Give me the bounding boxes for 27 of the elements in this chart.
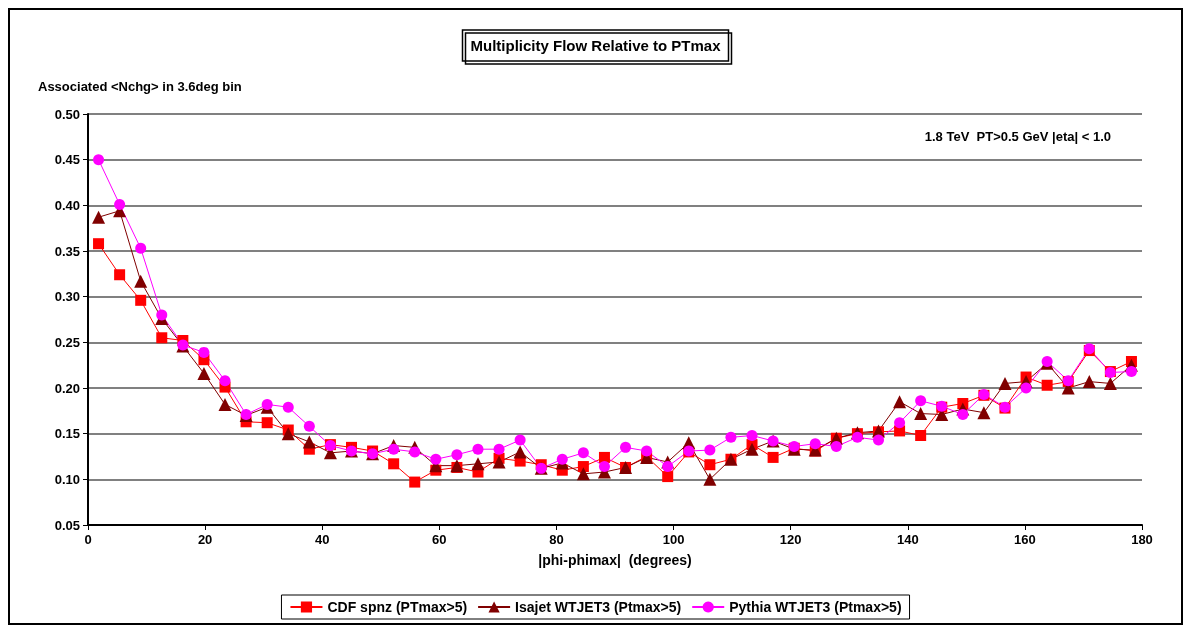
x-tick-label: 60 xyxy=(432,532,447,547)
x-tick-label: 180 xyxy=(1131,532,1153,547)
x-axis-title: |phi-phimax| (degrees) xyxy=(538,552,692,568)
chart-title: Multiplicity Flow Relative to PTmax xyxy=(470,37,722,54)
x-tick-label: 160 xyxy=(1014,532,1036,547)
y-tick-label: 0.05 xyxy=(54,517,80,533)
y-tick-label: 0.40 xyxy=(54,197,80,213)
annotation: 1.8 TeV PT>0.5 GeV |eta| < 1.0 xyxy=(924,129,1111,144)
y-tick-label: 0.50 xyxy=(54,106,80,122)
y-tick-label: 0.35 xyxy=(54,243,80,259)
y-tick-label: 0.15 xyxy=(54,426,80,442)
x-tick-label: 140 xyxy=(896,532,919,547)
y-tick-label: 0.30 xyxy=(54,289,80,305)
y-tick-label: 0.45 xyxy=(54,152,80,168)
y-tick-label: 0.20 xyxy=(54,380,80,396)
x-tick-label: 80 xyxy=(549,532,564,547)
legend-label: Pythia WTJET3 (Ptmax>5) xyxy=(729,599,902,615)
x-tick-label: 120 xyxy=(779,532,802,547)
legend-label: CDF spnz (PTmax>5) xyxy=(327,599,468,615)
legend-label: Isajet WTJET3 (Ptmax>5) xyxy=(515,599,682,615)
x-tick-label: 40 xyxy=(314,532,330,547)
y-tick-label: 0.10 xyxy=(54,471,80,487)
x-tick-label: 0 xyxy=(84,532,92,547)
y-tick-label: 0.25 xyxy=(54,334,80,350)
y-axis-title: Associated <Nchg> in 3.6deg bin xyxy=(38,79,242,94)
x-tick-label: 100 xyxy=(662,532,685,547)
x-tick-label: 20 xyxy=(197,532,213,547)
